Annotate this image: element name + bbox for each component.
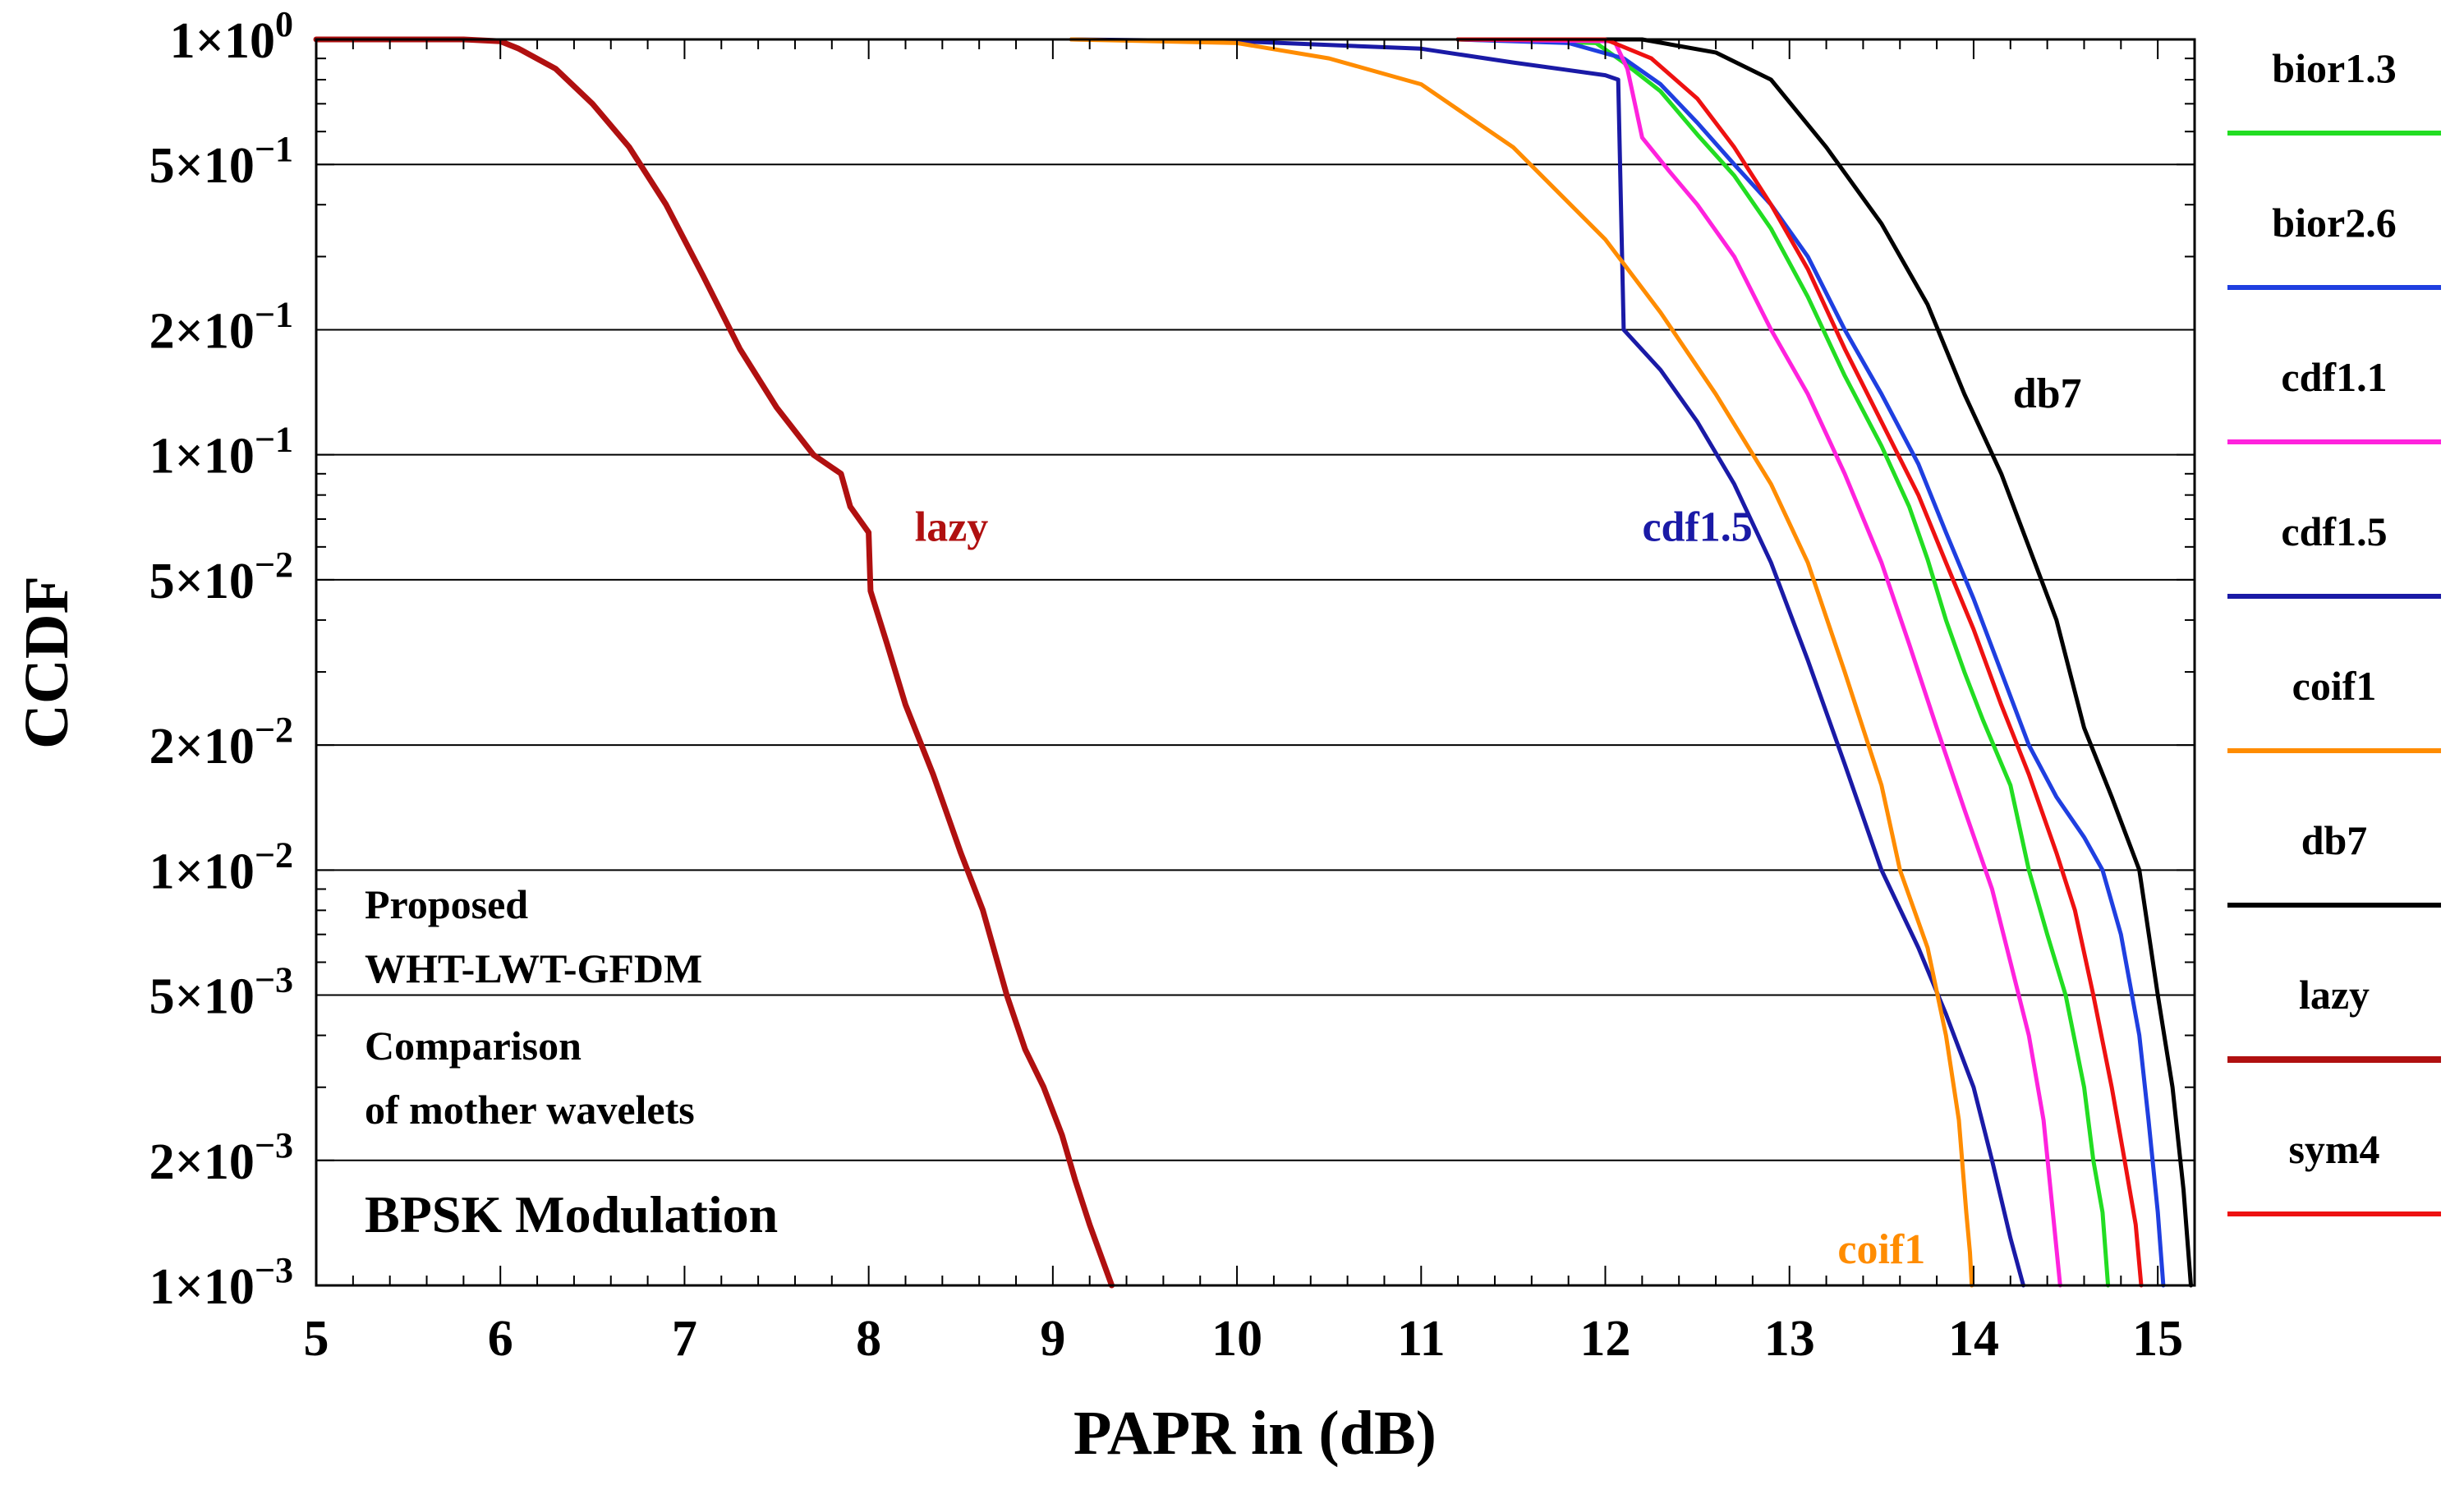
y-tick-mantissa: 1×10 bbox=[149, 844, 255, 899]
y-tick-mantissa: 5×10 bbox=[149, 969, 255, 1025]
legend-label-sym4: sym4 bbox=[2288, 1126, 2379, 1172]
series-line-cdf1-5 bbox=[1069, 37, 2025, 1288]
y-tick-exponent: −3 bbox=[255, 1250, 293, 1290]
series-line-cdf1-1 bbox=[1455, 37, 2062, 1288]
plot-border bbox=[315, 38, 2196, 1287]
y-tick-label: 5×10−3 bbox=[149, 960, 293, 1025]
curve-label-coif1: coif1 bbox=[1837, 1226, 1925, 1273]
y-tick-exponent: −2 bbox=[255, 545, 293, 585]
legend-label-cdf1-5: cdf1.5 bbox=[2281, 508, 2387, 554]
annotation-proposed: Proposed bbox=[365, 881, 528, 927]
series-line-bior2-6 bbox=[1455, 37, 2166, 1288]
annotation-comparison: Comparison bbox=[365, 1023, 582, 1069]
curves: lazy cdf1.5 db7 coif1 bbox=[313, 36, 2193, 1289]
y-tick-mantissa: 5×10 bbox=[149, 554, 255, 609]
y-tick-label: 1×100 bbox=[170, 4, 293, 69]
y-tick-mantissa: 5×10 bbox=[149, 138, 255, 194]
legend-label-bior2-6: bior2.6 bbox=[2272, 200, 2396, 246]
legend-label-db7: db7 bbox=[2301, 817, 2368, 863]
legend-label-coif1: coif1 bbox=[2292, 663, 2377, 709]
annotation-scheme: WHT-LWT-GFDM bbox=[365, 945, 702, 991]
y-tick-exponent: −1 bbox=[255, 420, 293, 460]
chart-text: PAPR in (dB) CCDF Proposed WHT-LWT-GFDM … bbox=[12, 576, 1437, 1468]
x-tick-label: 9 bbox=[1040, 1311, 1065, 1367]
x-axis-label: PAPR in (dB) bbox=[1073, 1399, 1437, 1468]
series-line-db7 bbox=[1455, 37, 2193, 1288]
y-tick-exponent: −3 bbox=[255, 960, 293, 1000]
y-tick-mantissa: 1×10 bbox=[170, 13, 275, 69]
x-tick-label: 12 bbox=[1580, 1311, 1631, 1367]
y-tick-label: 2×10−2 bbox=[149, 710, 293, 775]
y-tick-label: 5×10−2 bbox=[149, 545, 293, 609]
y-tick-mantissa: 1×10 bbox=[149, 429, 255, 485]
x-tick-label: 5 bbox=[304, 1311, 329, 1367]
y-tick-mantissa: 2×10 bbox=[149, 303, 255, 359]
series-line-coif1 bbox=[1069, 37, 1974, 1288]
x-tick-label: 14 bbox=[1948, 1311, 1999, 1367]
y-tick-mantissa: 1×10 bbox=[149, 1259, 255, 1315]
axis-ticks: 5 6 7 8 9 10 11 12 13 14 151×1005×10−12×10−11×10−1… bbox=[149, 4, 2195, 1367]
y-tick-label: 2×10−1 bbox=[149, 294, 293, 359]
legend-label-lazy: lazy bbox=[2299, 972, 2370, 1018]
x-tick-label: 11 bbox=[1397, 1311, 1446, 1367]
curve-label-lazy: lazy bbox=[915, 504, 989, 551]
y-tick-label: 1×10−2 bbox=[149, 834, 293, 899]
curve-label-cdf1-5: cdf1.5 bbox=[1642, 504, 1752, 551]
y-tick-exponent: −1 bbox=[255, 294, 293, 334]
y-tick-exponent: −3 bbox=[255, 1125, 293, 1165]
y-tick-label: 1×10−3 bbox=[149, 1250, 293, 1315]
y-tick-exponent: −2 bbox=[255, 834, 293, 875]
y-tick-mantissa: 2×10 bbox=[149, 1134, 255, 1190]
series-line-lazy bbox=[313, 36, 1115, 1289]
y-tick-label: 2×10−3 bbox=[149, 1125, 293, 1190]
y-tick-label: 1×10−1 bbox=[149, 420, 293, 485]
annotation-modulation: BPSK Modulation bbox=[365, 1185, 778, 1244]
y-tick-exponent: 0 bbox=[275, 4, 293, 44]
x-tick-label: 7 bbox=[672, 1311, 697, 1367]
x-tick-label: 10 bbox=[1211, 1311, 1262, 1367]
x-tick-label: 13 bbox=[1764, 1311, 1815, 1367]
series-line-sym4 bbox=[1455, 37, 2144, 1288]
legend: bior1.3 bior2.6 cdf1.1 cdf1.5 coif1 db7 lazy sy… bbox=[2227, 45, 2441, 1216]
legend-label-cdf1-1: cdf1.1 bbox=[2281, 354, 2387, 400]
y-axis-label: CCDF bbox=[12, 576, 81, 749]
legend-label-bior1-3: bior1.3 bbox=[2272, 45, 2396, 91]
y-tick-mantissa: 2×10 bbox=[149, 719, 255, 775]
series-line-bior1-3 bbox=[1455, 37, 2111, 1288]
y-tick-label: 5×10−1 bbox=[149, 129, 293, 194]
y-tick-exponent: −2 bbox=[255, 710, 293, 750]
y-tick-exponent: −1 bbox=[255, 129, 293, 169]
curve-label-db7: db7 bbox=[2013, 370, 2082, 417]
annotation-comparison-2: of mother wavelets bbox=[365, 1087, 695, 1133]
x-tick-label: 6 bbox=[488, 1311, 513, 1367]
plot-frame bbox=[315, 38, 2196, 1287]
x-tick-label: 15 bbox=[2132, 1311, 2183, 1367]
x-tick-label: 8 bbox=[856, 1311, 881, 1367]
